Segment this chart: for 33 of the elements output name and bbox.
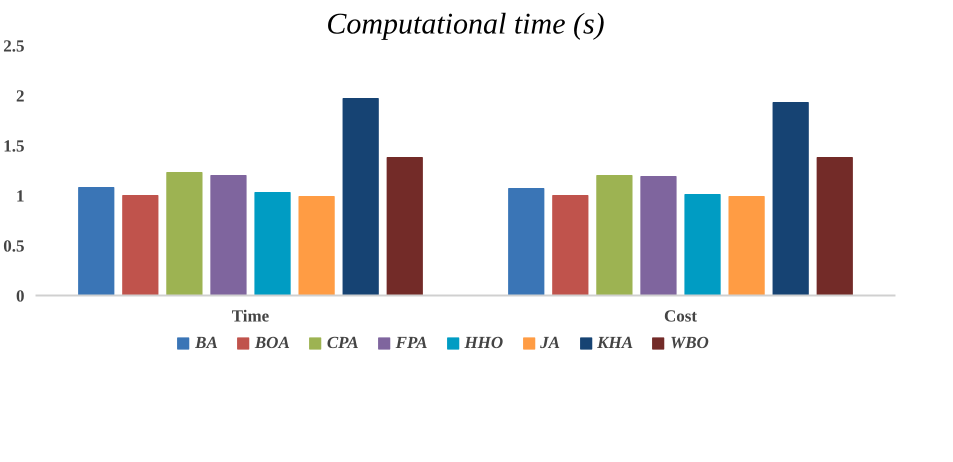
- bar: [166, 172, 203, 296]
- bar: [772, 102, 809, 296]
- y-tick-label: 1.5: [3, 136, 24, 156]
- legend-label: CPA: [326, 333, 359, 353]
- legend-label: KHA: [597, 333, 634, 353]
- bar: [640, 176, 677, 296]
- bar: [728, 196, 765, 296]
- y-tick-label: 0: [16, 286, 24, 306]
- bar: [342, 98, 379, 296]
- x-tick-label: Time: [232, 306, 270, 326]
- bar: [298, 196, 335, 296]
- bar: [596, 175, 633, 296]
- bar: [122, 195, 158, 296]
- bar: [816, 157, 853, 296]
- legend-label: WBO: [670, 333, 709, 353]
- bar: [210, 175, 247, 296]
- bar: [552, 195, 588, 296]
- y-tick-label: 0.5: [3, 236, 24, 256]
- bar: [386, 157, 423, 296]
- bar: [254, 192, 291, 296]
- legend-label: HHO: [464, 333, 504, 353]
- y-tick-label: 2.5: [3, 36, 24, 56]
- legend-label: BA: [195, 333, 218, 353]
- y-tick-label: 1: [16, 186, 24, 206]
- legend-label: JA: [540, 333, 560, 353]
- bar: [508, 188, 544, 296]
- legend-label: BOA: [254, 333, 290, 353]
- chart-title: Computational time (s): [326, 8, 605, 40]
- bar: [684, 194, 721, 296]
- legend-label: FPA: [396, 333, 428, 353]
- bar: [78, 187, 114, 296]
- y-tick-label: 2: [16, 86, 24, 106]
- x-tick-label: Cost: [664, 306, 698, 326]
